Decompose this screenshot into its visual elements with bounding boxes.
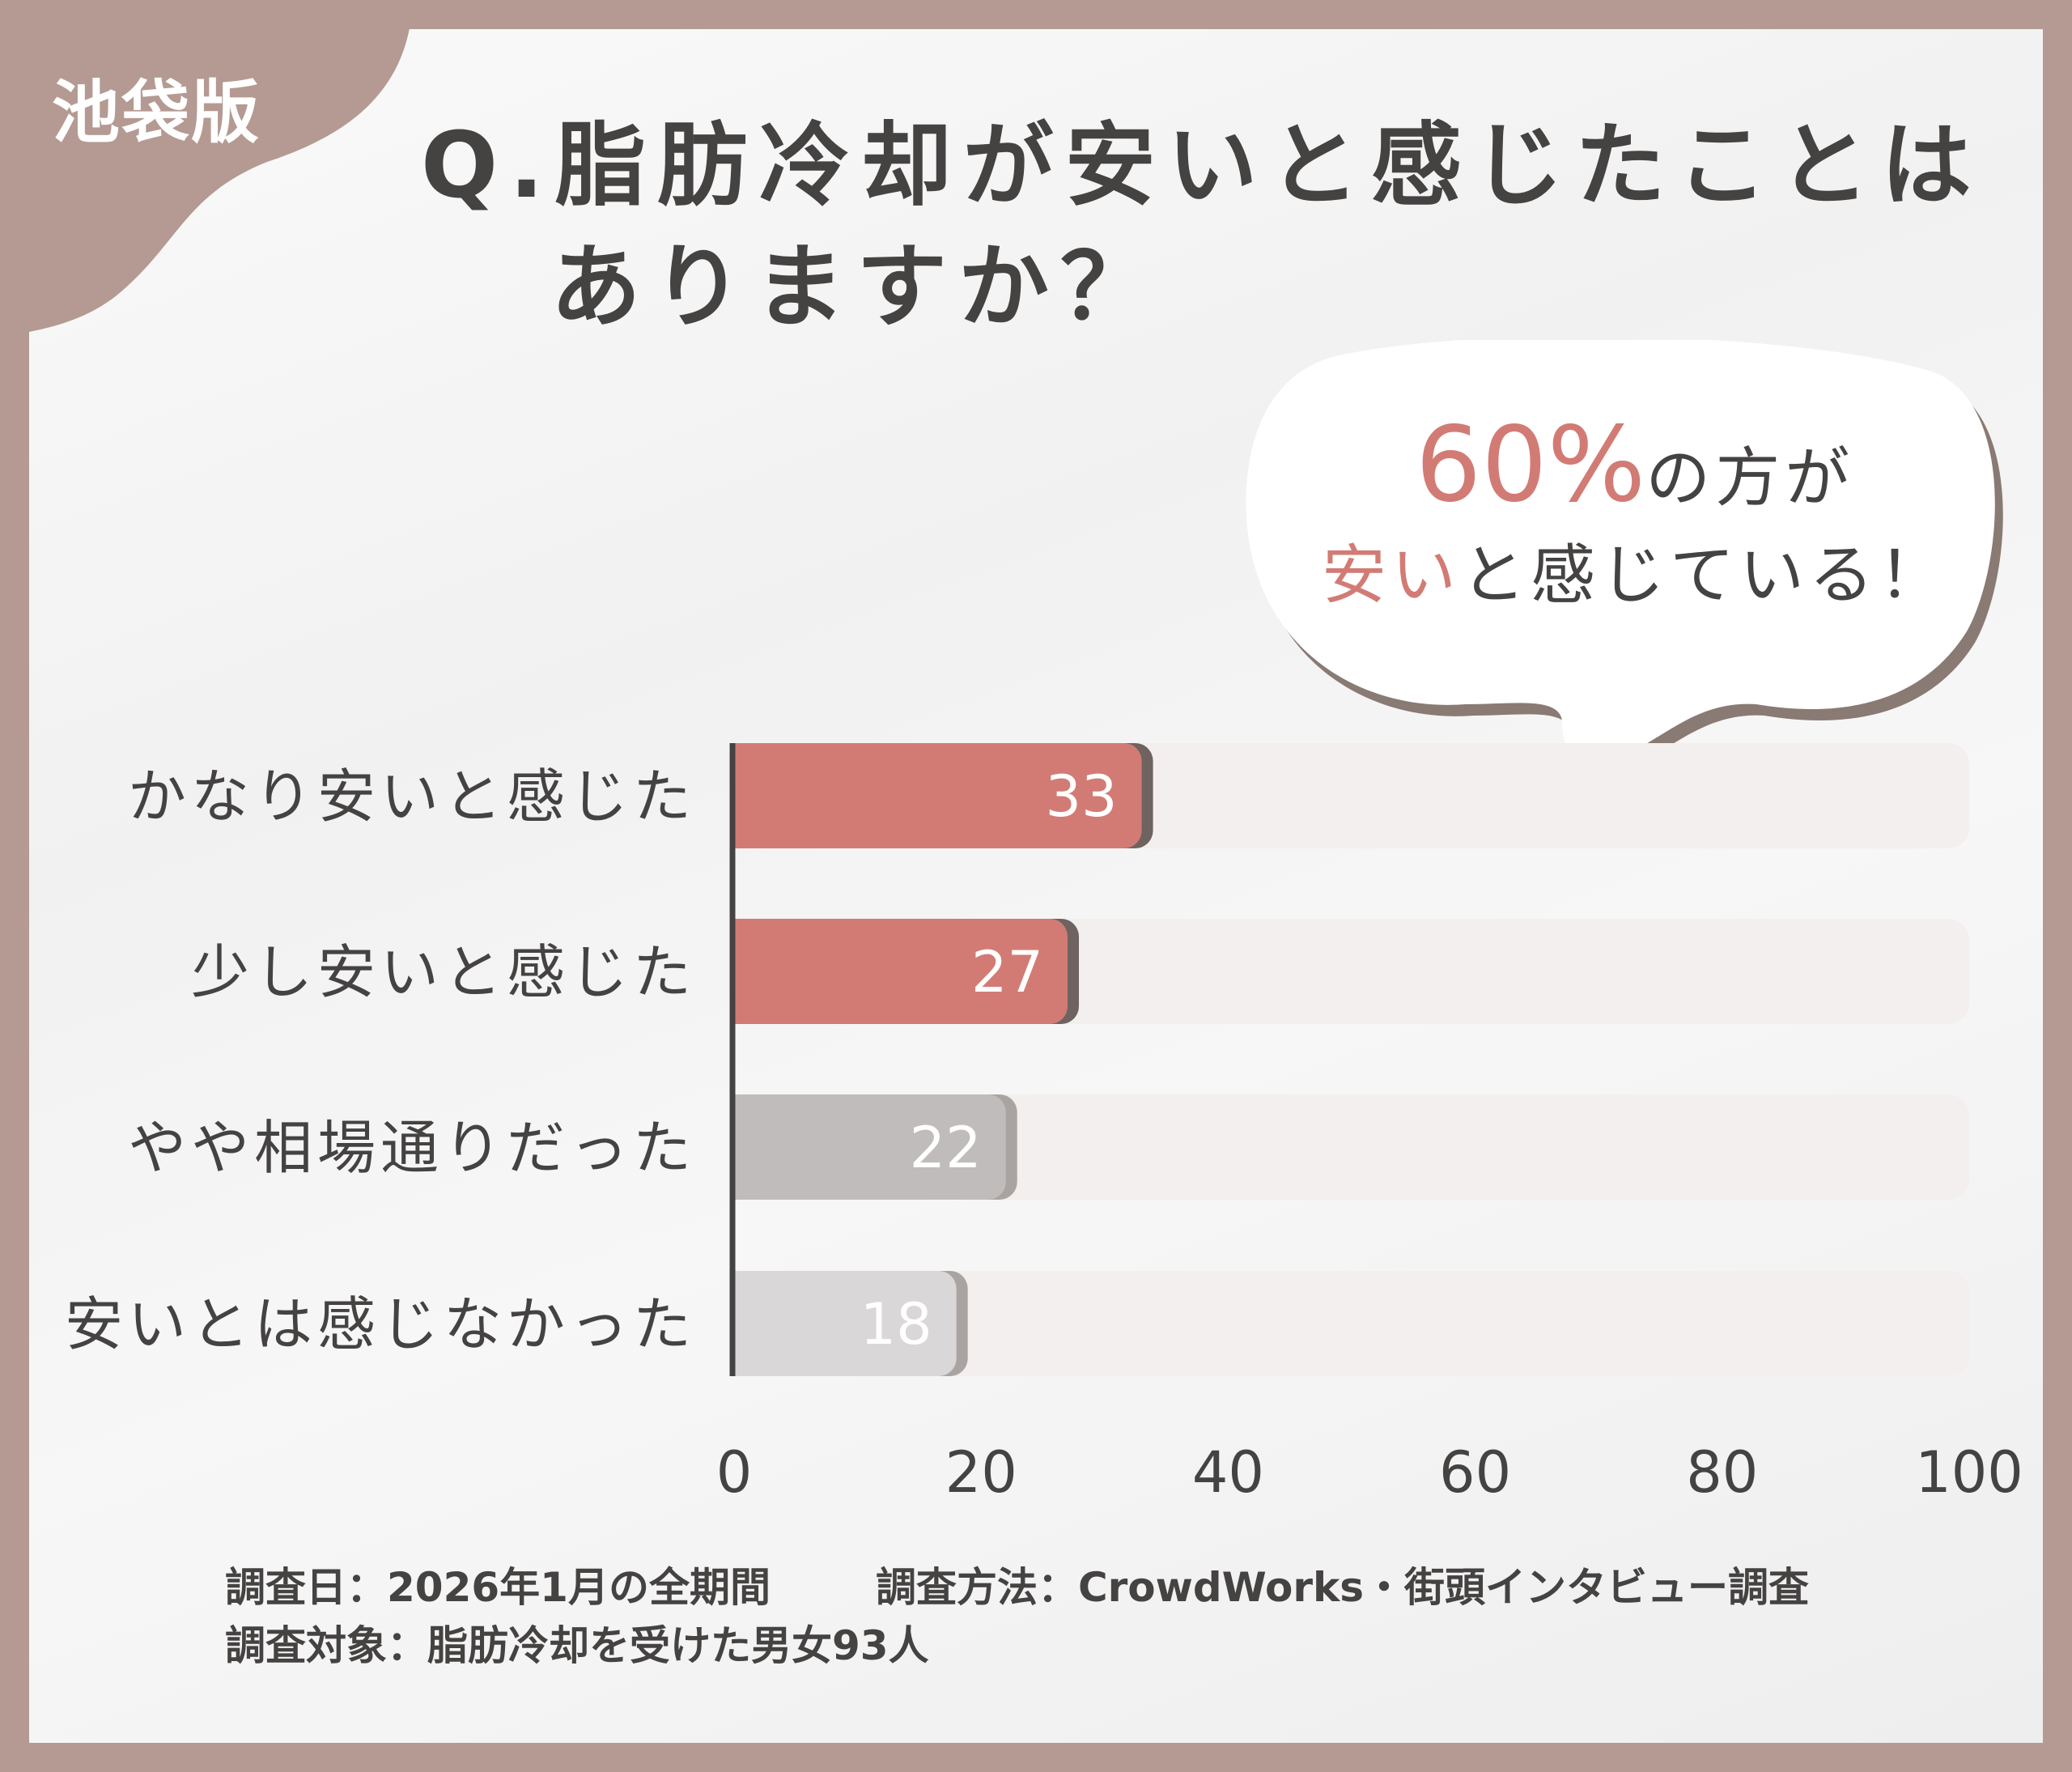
survey-date: 調査日：2026年1月の全期間: [225, 1564, 771, 1611]
bar-value-label: 18: [860, 1291, 932, 1358]
x-tick-label: 60: [1439, 1439, 1511, 1506]
survey-footer: 調査日：2026年1月の全期間 調査方法：CrowdWorks・街頭インタビュー調…: [225, 1558, 1809, 1675]
bar-track: [734, 1271, 1969, 1376]
x-tick-label: 80: [1686, 1439, 1758, 1506]
survey-target: 調査対象：脂肪冷却を受けた男女93人: [225, 1622, 929, 1669]
bar-base: [734, 1271, 758, 1376]
bar: [734, 1094, 1006, 1200]
bar: [734, 743, 1142, 848]
category-label: やや相場通りだった: [128, 1114, 696, 1182]
infographic-panel: [29, 29, 2043, 1743]
title-line-1: Q.脂肪冷却が安いと感じたことは: [421, 113, 1983, 219]
corner-blob: [0, 0, 413, 332]
callout-text: 60%の方が 安いと感じている！: [1295, 414, 1975, 624]
bar-base: [734, 1094, 758, 1200]
page-title: Q.脂肪冷却が安いと感じたことは ありますか？: [421, 105, 1983, 348]
bar-value-label: 33: [1046, 763, 1118, 830]
category-label: かなり安いと感じた: [128, 763, 696, 831]
x-tick-label: 20: [945, 1439, 1017, 1506]
bar-base: [734, 743, 758, 848]
bar: [734, 919, 1068, 1024]
x-tick-label: 100: [1915, 1439, 2023, 1506]
bar: [734, 1271, 957, 1376]
bar-track: [734, 1094, 1969, 1200]
survey-method: 調査方法：CrowdWorks・街頭インタビュー調査: [875, 1564, 1810, 1611]
bar-value-label: 27: [971, 939, 1043, 1005]
callout-text2: と感じている！: [1461, 538, 1948, 613]
callout-percent: 60%: [1415, 405, 1646, 525]
category-label: 安いとは感じなかった: [65, 1290, 696, 1358]
x-tick-label: 0: [716, 1439, 753, 1506]
location-badge: 池袋版: [52, 73, 261, 152]
bar-base: [734, 919, 758, 1024]
category-label: 少し安いと感じた: [191, 938, 696, 1006]
bar-value-label: 22: [910, 1115, 982, 1181]
callout-text1: の方が: [1645, 440, 1855, 516]
x-tick-label: 40: [1192, 1439, 1264, 1506]
title-line-2: ありますか？: [550, 235, 1162, 340]
callout-highlight: 安い: [1322, 538, 1461, 613]
